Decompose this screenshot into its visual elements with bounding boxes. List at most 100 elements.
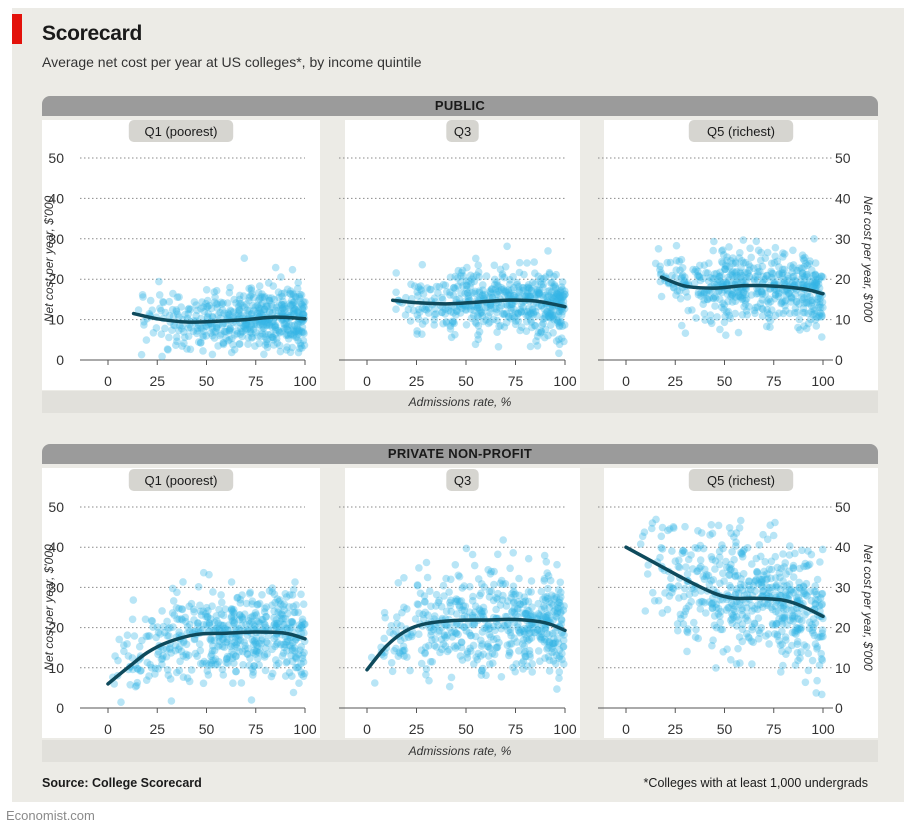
data-point (696, 605, 705, 613)
data-point (258, 293, 267, 302)
data-point (203, 296, 212, 305)
data-point (474, 313, 483, 321)
data-point (521, 610, 529, 619)
data-point (669, 283, 678, 292)
data-point (524, 281, 533, 289)
data-point (283, 325, 292, 334)
data-point (249, 325, 258, 334)
data-point (178, 605, 187, 614)
data-point (804, 319, 813, 328)
data-point (129, 596, 138, 604)
data-point (469, 592, 477, 601)
data-point (482, 316, 490, 324)
data-point (506, 564, 514, 573)
data-point (785, 567, 793, 576)
data-point (451, 303, 459, 312)
data-point (115, 635, 123, 644)
data-point (711, 292, 719, 301)
data-point (152, 324, 161, 332)
data-point (813, 295, 822, 304)
data-point (521, 292, 530, 301)
data-point (806, 296, 815, 305)
data-point (744, 270, 752, 278)
data-point (479, 281, 487, 289)
data-point (142, 336, 151, 344)
data-point (248, 612, 256, 621)
x-tick-label: 0 (363, 721, 371, 737)
section-header-public: PUBLIC (42, 96, 878, 116)
data-point (248, 309, 256, 318)
data-point (290, 328, 299, 336)
data-point (801, 678, 810, 687)
data-point (798, 269, 807, 277)
data-point (717, 257, 726, 266)
data-point (811, 316, 819, 324)
data-point (295, 679, 303, 687)
data-point (233, 327, 241, 335)
data-point (516, 305, 525, 314)
data-point (244, 333, 252, 342)
data-point (539, 280, 548, 289)
data-point (419, 290, 428, 298)
data-point (164, 624, 172, 633)
data-point (280, 289, 289, 297)
data-point (180, 328, 188, 336)
data-point (256, 308, 265, 317)
data-point (732, 529, 741, 537)
data-point (468, 550, 477, 559)
data-point (289, 289, 297, 298)
data-point (813, 298, 821, 307)
y-tick-label: 50 (835, 150, 851, 166)
data-point (463, 263, 471, 272)
data-point (246, 325, 255, 334)
data-point (293, 333, 301, 341)
x-tick-label: 50 (717, 373, 733, 389)
data-point (498, 272, 507, 280)
data-point (484, 319, 493, 328)
data-point (810, 588, 819, 596)
data-point (423, 573, 432, 582)
data-point (811, 640, 820, 648)
data-point (501, 263, 510, 271)
data-point (478, 311, 487, 320)
data-point (758, 289, 766, 297)
data-point (678, 273, 686, 281)
data-point (272, 326, 280, 334)
data-point (475, 303, 483, 312)
data-point (800, 308, 809, 317)
data-point (541, 310, 549, 318)
data-point (791, 304, 800, 313)
data-point (777, 298, 786, 307)
data-point (559, 292, 568, 301)
data-point (736, 293, 745, 302)
data-point (221, 327, 229, 336)
data-point (691, 268, 699, 276)
data-point (719, 259, 727, 267)
data-point (750, 619, 759, 628)
data-point (798, 280, 807, 289)
data-point (800, 263, 808, 271)
data-point (226, 306, 234, 315)
data-point (681, 329, 690, 338)
data-point (545, 270, 554, 278)
data-point (507, 300, 516, 309)
data-point (245, 293, 254, 302)
data-point (236, 340, 244, 348)
data-point (219, 339, 228, 348)
data-point (547, 288, 556, 296)
data-point (185, 677, 194, 686)
data-point (220, 327, 228, 336)
data-point (410, 282, 419, 290)
data-point (729, 254, 737, 262)
data-point (699, 300, 707, 309)
data-point (703, 295, 712, 304)
data-point (176, 321, 184, 330)
data-point (537, 587, 546, 596)
data-point (763, 248, 772, 257)
data-point (739, 236, 748, 244)
data-point (724, 307, 733, 316)
data-point (720, 301, 729, 309)
data-point (478, 309, 487, 317)
data-point (147, 616, 156, 625)
data-point (739, 288, 748, 297)
